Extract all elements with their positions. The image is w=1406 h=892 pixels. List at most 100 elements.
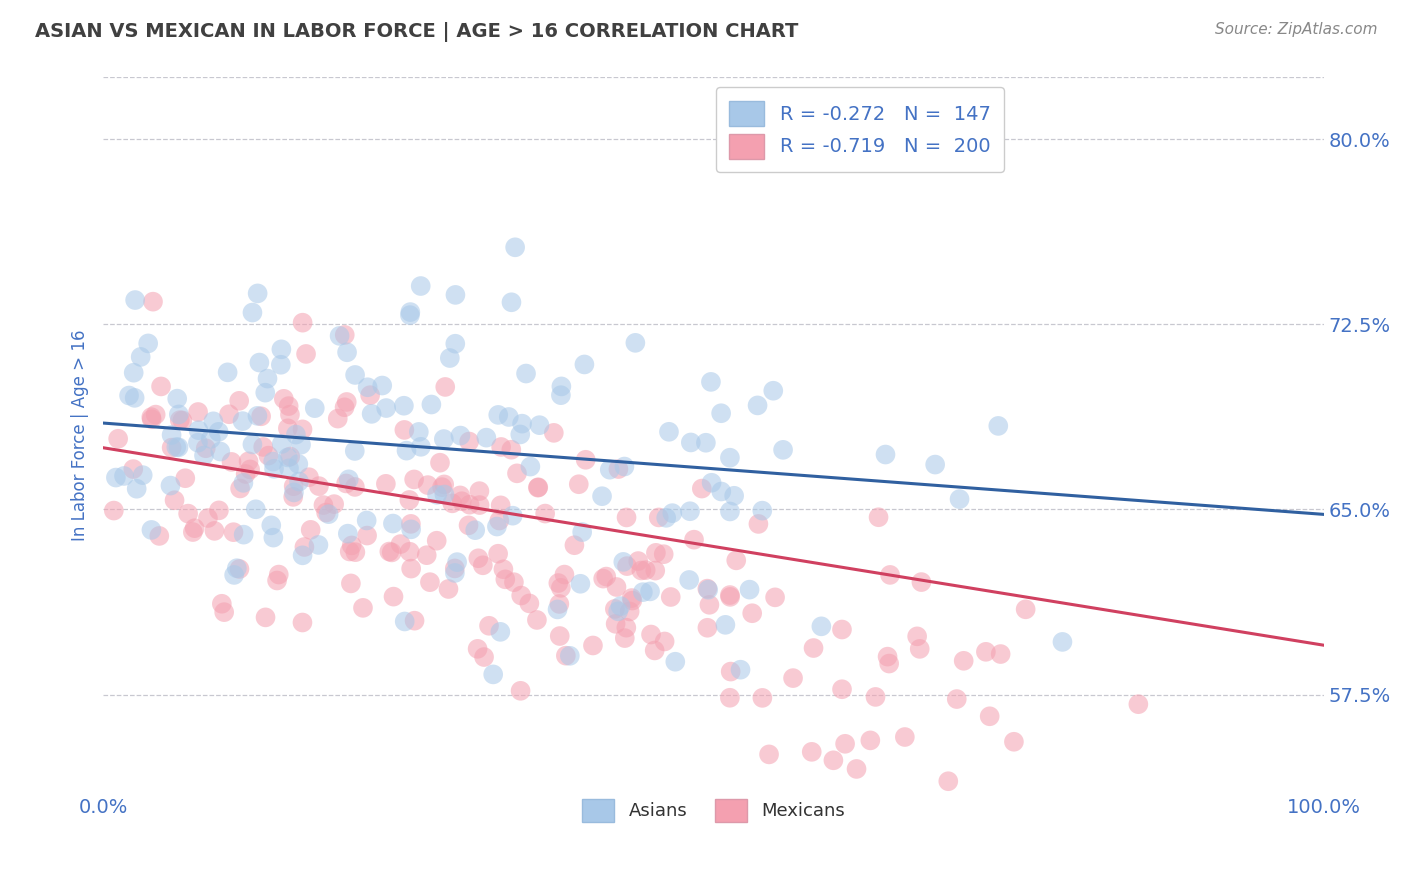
Point <box>429 456 451 470</box>
Point <box>200 432 222 446</box>
Point <box>312 498 335 512</box>
Point <box>433 487 456 501</box>
Point <box>166 392 188 406</box>
Point <box>208 503 231 517</box>
Point <box>747 398 769 412</box>
Point <box>658 425 681 439</box>
Point <box>225 561 247 575</box>
Point <box>160 428 183 442</box>
Point <box>399 305 422 319</box>
Point <box>416 548 439 562</box>
Point <box>263 462 285 476</box>
Point <box>489 499 512 513</box>
Point <box>718 504 741 518</box>
Point <box>278 450 301 464</box>
Point <box>782 671 804 685</box>
Point <box>277 399 299 413</box>
Point <box>104 470 127 484</box>
Point <box>291 422 314 436</box>
Point <box>486 408 509 422</box>
Point <box>444 336 467 351</box>
Point <box>283 485 305 500</box>
Point <box>381 545 404 559</box>
Point <box>714 617 737 632</box>
Point <box>803 640 825 655</box>
Point <box>141 412 163 426</box>
Point <box>718 690 741 705</box>
Point <box>434 380 457 394</box>
Point <box>222 525 245 540</box>
Point <box>266 574 288 588</box>
Point <box>1014 602 1036 616</box>
Point <box>868 510 890 524</box>
Point <box>404 472 426 486</box>
Point <box>194 442 217 456</box>
Point <box>741 606 763 620</box>
Point <box>340 576 363 591</box>
Point <box>529 418 551 433</box>
Point <box>218 407 240 421</box>
Point <box>616 510 638 524</box>
Point <box>772 442 794 457</box>
Point <box>148 529 170 543</box>
Point <box>800 745 823 759</box>
Point <box>124 293 146 307</box>
Point <box>988 811 1011 825</box>
Point <box>336 345 359 359</box>
Point <box>103 503 125 517</box>
Point <box>211 597 233 611</box>
Point <box>627 554 650 568</box>
Point <box>659 590 682 604</box>
Point <box>644 564 666 578</box>
Point <box>571 525 593 540</box>
Point <box>284 427 307 442</box>
Point <box>360 407 382 421</box>
Point <box>718 590 741 604</box>
Point <box>242 437 264 451</box>
Point <box>569 576 592 591</box>
Point <box>526 613 548 627</box>
Point <box>654 634 676 648</box>
Point <box>630 564 652 578</box>
Point <box>624 335 647 350</box>
Point <box>172 413 194 427</box>
Point <box>679 435 702 450</box>
Point <box>510 417 533 431</box>
Point <box>202 414 225 428</box>
Point <box>212 605 235 619</box>
Point <box>877 657 900 671</box>
Point <box>247 355 270 369</box>
Point <box>378 544 401 558</box>
Point <box>751 503 773 517</box>
Point <box>1128 697 1150 711</box>
Point <box>398 545 420 559</box>
Point <box>831 682 853 697</box>
Point <box>519 596 541 610</box>
Point <box>430 480 453 494</box>
Point <box>464 523 486 537</box>
Point <box>575 452 598 467</box>
Point <box>408 425 430 439</box>
Point <box>343 480 366 494</box>
Point <box>503 575 526 590</box>
Point <box>558 648 581 663</box>
Point <box>409 440 432 454</box>
Point <box>333 401 356 415</box>
Point <box>699 598 721 612</box>
Point <box>295 347 318 361</box>
Point <box>235 467 257 481</box>
Point <box>449 428 471 442</box>
Point <box>695 435 717 450</box>
Point <box>710 406 733 420</box>
Point <box>548 629 571 643</box>
Point <box>228 393 250 408</box>
Point <box>718 588 741 602</box>
Point <box>472 650 495 665</box>
Point <box>262 454 284 468</box>
Point <box>810 619 832 633</box>
Point <box>509 427 531 442</box>
Point <box>609 599 631 613</box>
Point <box>543 425 565 440</box>
Point <box>621 593 644 607</box>
Point <box>467 551 489 566</box>
